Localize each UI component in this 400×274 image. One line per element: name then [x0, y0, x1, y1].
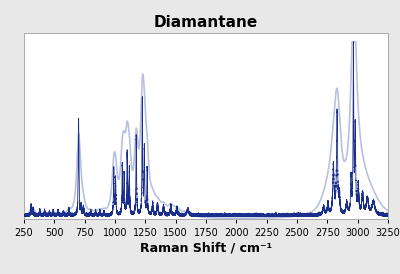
- Title: Diamantane: Diamantane: [154, 15, 258, 30]
- X-axis label: Raman Shift / cm⁻¹: Raman Shift / cm⁻¹: [140, 241, 272, 254]
